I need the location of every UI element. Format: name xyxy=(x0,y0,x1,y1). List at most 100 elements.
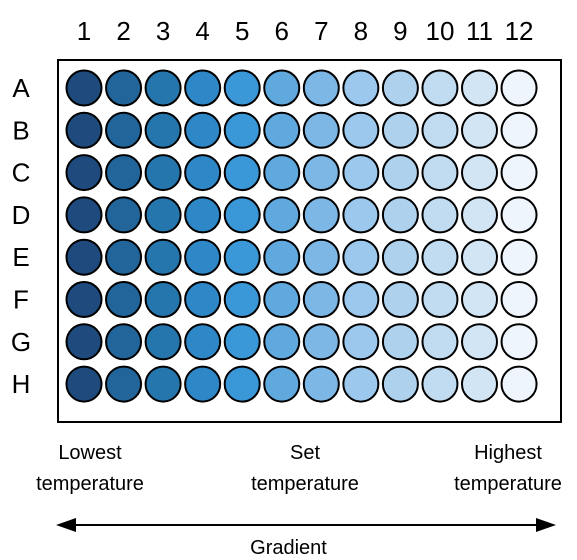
well-H12 xyxy=(500,365,538,403)
row-label-B: B xyxy=(12,115,29,145)
well-D10 xyxy=(421,196,459,234)
well-C10 xyxy=(421,154,459,192)
row-label-F: F xyxy=(13,285,29,315)
row-label-G: G xyxy=(11,327,31,357)
well-B6 xyxy=(263,111,301,149)
well-D12 xyxy=(500,196,538,234)
well-B9 xyxy=(381,111,419,149)
well-F11 xyxy=(461,281,498,318)
well-B11 xyxy=(461,111,498,149)
well-F3 xyxy=(144,281,182,318)
well-E2 xyxy=(105,238,143,276)
well-E1 xyxy=(65,238,103,276)
well-H3 xyxy=(144,365,182,403)
well-B4 xyxy=(184,111,222,149)
well-A7 xyxy=(302,69,340,107)
well-B3 xyxy=(144,111,182,149)
well-A12 xyxy=(500,69,538,107)
well-E9 xyxy=(381,238,419,276)
well-B1 xyxy=(65,111,103,149)
well-H10 xyxy=(421,365,459,403)
well-B8 xyxy=(342,111,380,149)
well-A6 xyxy=(263,69,301,107)
well-A1 xyxy=(65,69,103,107)
well-A4 xyxy=(184,69,222,107)
well-G9 xyxy=(381,323,419,361)
well-F1 xyxy=(65,281,103,318)
well-A11 xyxy=(461,69,498,107)
well-E3 xyxy=(144,238,182,276)
set-temperature-caption: Set temperature xyxy=(225,438,385,500)
well-D4 xyxy=(184,196,222,234)
well-H4 xyxy=(184,365,222,403)
well-G7 xyxy=(302,323,340,361)
well-F10 xyxy=(421,281,459,318)
well-E4 xyxy=(184,238,222,276)
well-F6 xyxy=(263,281,301,318)
well-H6 xyxy=(263,365,301,403)
well-C1 xyxy=(65,154,103,192)
column-label-12: 12 xyxy=(505,16,534,46)
well-A9 xyxy=(381,69,419,107)
well-C9 xyxy=(381,154,419,192)
well-F8 xyxy=(342,281,380,318)
well-G2 xyxy=(105,323,143,361)
lowest-temperature-line2: temperature xyxy=(36,473,144,495)
highest-temperature-line2: temperature xyxy=(454,473,562,495)
row-label-E: E xyxy=(12,242,29,272)
well-E7 xyxy=(302,238,340,276)
column-labels: 1 2 3 4 5 6 7 8 9 10 11 12 xyxy=(77,16,534,46)
well-D6 xyxy=(263,196,301,234)
well-F12 xyxy=(500,281,538,318)
column-label-7: 7 xyxy=(314,16,328,46)
well-C6 xyxy=(263,154,301,192)
well-D3 xyxy=(144,196,182,234)
well-G8 xyxy=(342,323,380,361)
well-G1 xyxy=(65,323,103,361)
well-C4 xyxy=(184,154,222,192)
gradient-label: Gradient xyxy=(250,537,327,559)
well-A8 xyxy=(342,69,380,107)
well-C3 xyxy=(144,154,182,192)
column-label-6: 6 xyxy=(275,16,289,46)
well-F2 xyxy=(105,281,143,318)
well-E10 xyxy=(421,238,459,276)
well-C2 xyxy=(105,154,143,192)
column-label-11: 11 xyxy=(466,16,493,46)
well-F7 xyxy=(302,281,340,318)
well-B12 xyxy=(500,111,538,149)
wells-grid xyxy=(65,69,538,403)
well-H9 xyxy=(381,365,419,403)
well-G6 xyxy=(263,323,301,361)
row-label-H: H xyxy=(12,369,31,399)
column-label-5: 5 xyxy=(235,16,249,46)
gradient-arrow xyxy=(56,518,556,532)
well-G11 xyxy=(461,323,498,361)
gradient-arrow-head-right xyxy=(536,518,556,532)
well-D9 xyxy=(381,196,419,234)
well-F5 xyxy=(223,281,261,318)
well-D2 xyxy=(105,196,143,234)
well-H7 xyxy=(302,365,340,403)
well-F9 xyxy=(381,281,419,318)
well-E11 xyxy=(461,238,498,276)
well-D5 xyxy=(223,196,261,234)
well-C5 xyxy=(223,154,261,192)
column-label-9: 9 xyxy=(393,16,407,46)
well-G5 xyxy=(223,323,261,361)
row-label-A: A xyxy=(12,73,30,103)
row-label-C: C xyxy=(12,158,31,188)
lowest-temperature-line1: Lowest xyxy=(58,442,122,464)
well-A3 xyxy=(144,69,182,107)
well-B2 xyxy=(105,111,143,149)
well-H2 xyxy=(105,365,143,403)
column-label-3: 3 xyxy=(156,16,170,46)
well-G12 xyxy=(500,323,538,361)
well-G3 xyxy=(144,323,182,361)
well-E8 xyxy=(342,238,380,276)
well-B5 xyxy=(223,111,261,149)
gradient-arrow-head-left xyxy=(56,518,76,532)
well-H5 xyxy=(223,365,261,403)
